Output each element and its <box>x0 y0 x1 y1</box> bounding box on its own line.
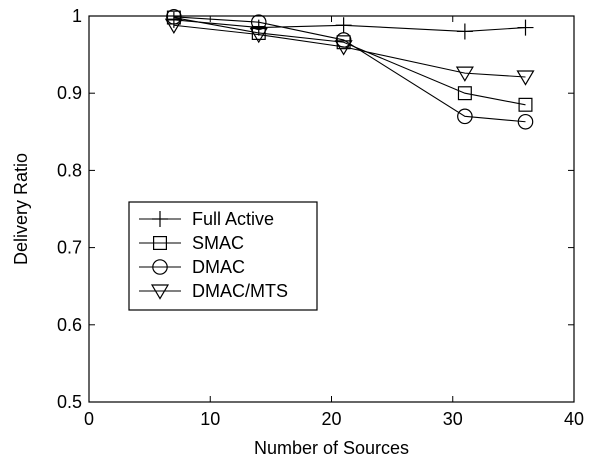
legend-label: DMAC <box>192 257 245 277</box>
y-tick-label: 1 <box>72 6 82 26</box>
legend-label: SMAC <box>192 233 244 253</box>
series-layer <box>164 8 535 130</box>
x-tick-label: 20 <box>321 409 341 429</box>
data-point <box>164 18 183 35</box>
x-tick-label: 30 <box>443 409 463 429</box>
x-tick-label: 40 <box>564 409 584 429</box>
legend-marker <box>152 211 168 227</box>
legend-marker <box>153 236 168 251</box>
x-axis-label: Number of Sources <box>254 438 409 458</box>
data-point <box>251 25 266 40</box>
legend-label: DMAC/MTS <box>192 281 288 301</box>
data-point <box>249 27 268 44</box>
y-axis-label: Delivery Ratio <box>11 153 31 265</box>
data-point <box>516 70 535 86</box>
legend-marker <box>150 284 170 300</box>
data-point <box>457 108 473 125</box>
axis-ticks: 0 10 20 30 40 0.5 0.6 0.7 0.8 0.9 1 <box>57 6 584 429</box>
series-line <box>173 16 526 123</box>
data-point <box>518 97 533 112</box>
series-2 <box>166 8 534 130</box>
data-point <box>457 86 472 101</box>
series-1 <box>166 10 533 112</box>
series-line <box>173 17 526 106</box>
data-point <box>456 23 473 40</box>
legend-marker <box>152 259 168 275</box>
data-point <box>517 113 534 130</box>
series-line <box>173 24 526 78</box>
data-point <box>250 14 267 30</box>
data-point <box>334 40 353 56</box>
y-tick-label: 0.5 <box>57 392 82 412</box>
legend: Full Active SMAC DMAC DMAC/MTS <box>128 201 318 311</box>
data-point <box>455 66 474 82</box>
x-tick-label: 0 <box>84 409 94 429</box>
series-3 <box>164 18 535 86</box>
data-point <box>166 8 182 25</box>
data-point <box>335 17 352 34</box>
y-tick-label: 0.7 <box>57 238 82 258</box>
x-tick-label: 10 <box>200 409 220 429</box>
legend-label: Full Active <box>192 209 274 229</box>
y-tick-label: 0.8 <box>57 160 82 180</box>
y-tick-label: 0.9 <box>57 83 82 103</box>
y-tick-label: 0.6 <box>57 315 82 335</box>
data-point <box>517 19 534 36</box>
